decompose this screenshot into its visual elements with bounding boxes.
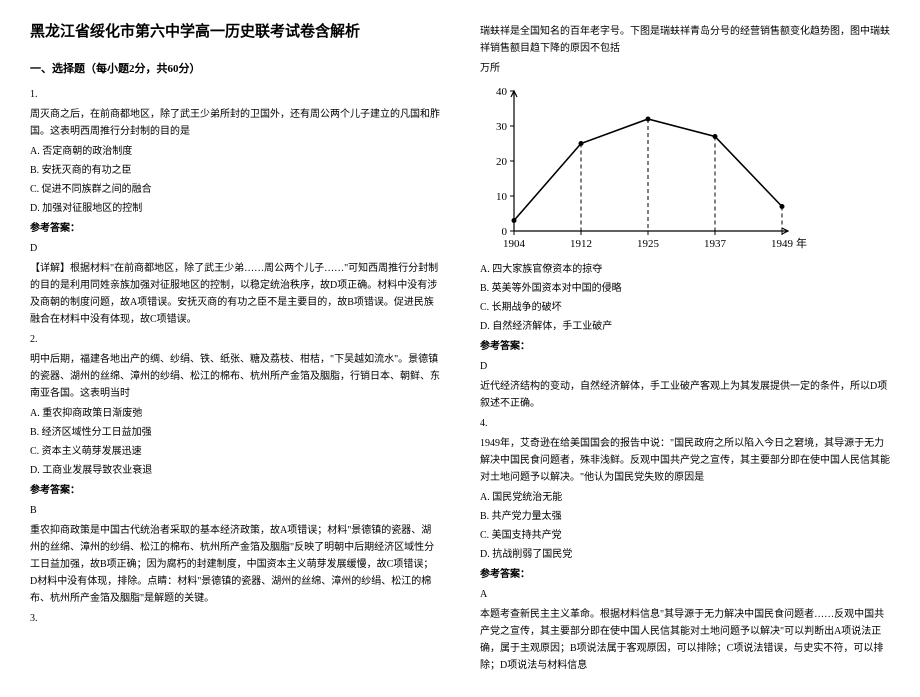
svg-text:1937: 1937 [704, 238, 727, 250]
svg-text:年: 年 [796, 236, 807, 250]
q3-stem: 瑞蚨祥是全国知名的百年老字号。下图是瑞蚨祥青岛分号的经营销售额变化趋势图，图中瑞… [480, 23, 890, 57]
q2-opt-a: A. 重农抑商政策日渐废弛 [30, 405, 440, 422]
svg-text:40: 40 [496, 86, 508, 98]
q4-opt-c: C. 美国支持共产党 [480, 527, 890, 544]
q4-stem: 1949年，艾奇逊在给美国国会的报告中说："国民政府之所以陷入今日之窘境，其导源… [480, 435, 890, 486]
q3-opt-d: D. 自然经济解体，手工业破产 [480, 318, 890, 335]
svg-text:0: 0 [502, 226, 508, 238]
q4-opt-b: B. 共产党力量太强 [480, 508, 890, 525]
svg-text:1904: 1904 [503, 238, 526, 250]
q3-answer-label: 参考答案： [480, 338, 890, 355]
q4-answer-label: 参考答案： [480, 566, 890, 583]
q2-opt-d: D. 工商业发展导致农业衰退 [30, 462, 440, 479]
q1-answer: D [30, 240, 440, 257]
q2-answer-label: 参考答案： [30, 482, 440, 499]
sales-chart: 0 10 20 30 40 1904 1912 1925 1937 1949年 [480, 83, 890, 253]
q4-opt-a: A. 国民党统治无能 [480, 489, 890, 506]
q2-explanation: 重农抑商政策是中国古代统治者采取的基本经济政策，故A项错误；材料"景德镇的瓷器、… [30, 522, 440, 607]
chart-svg: 0 10 20 30 40 1904 1912 1925 1937 1949年 [480, 83, 810, 253]
q3-opt-c: C. 长期战争的破坏 [480, 299, 890, 316]
doc-title: 黑龙江省绥化市第六中学高一历史联考试卷含解析 [30, 20, 440, 46]
q3-opt-b: B. 英美等外国资本对中国的侵略 [480, 280, 890, 297]
q1-opt-a: A. 否定商朝的政治制度 [30, 143, 440, 160]
left-column: 黑龙江省绥化市第六中学高一历史联考试卷含解析 一、选择题（每小题2分，共60分）… [30, 20, 440, 677]
q1-answer-label: 参考答案： [30, 220, 440, 237]
svg-text:20: 20 [496, 156, 508, 168]
svg-text:10: 10 [496, 191, 508, 203]
q4-opt-d: D. 抗战削弱了国民党 [480, 546, 890, 563]
q4-answer: A [480, 586, 890, 603]
q2-answer: B [30, 502, 440, 519]
svg-text:1925: 1925 [637, 238, 660, 250]
q1-opt-b: B. 安抚灭商的有功之臣 [30, 162, 440, 179]
q4-explanation: 本题考查新民主主义革命。根据材料信息"其导源于无力解决中国民食问题者……反观中国… [480, 606, 890, 674]
svg-text:1912: 1912 [570, 238, 592, 250]
chart-y-label: 万所 [480, 60, 890, 77]
q2-stem: 明中后期，福建各地出产的绸、纱绢、铁、纸张、糖及荔枝、柑桔，"下吴越如流水"。景… [30, 351, 440, 402]
q3-post: 近代经济结构的变动，自然经济解体，手工业破产客观上为其发展提供一定的条件，所以D… [480, 378, 890, 412]
q3-number: 3. [30, 610, 440, 627]
q1-opt-c: C. 促进不同族群之间的融合 [30, 181, 440, 198]
q2-number: 2. [30, 331, 440, 348]
q3-answer: D [480, 358, 890, 375]
q1-explanation: 【详解】根据材料"在前商都地区，除了武王少弟……周公两个儿子……"可知西周推行分… [30, 260, 440, 328]
svg-text:30: 30 [496, 121, 508, 133]
svg-text:1949: 1949 [771, 238, 794, 250]
section-heading: 一、选择题（每小题2分，共60分） [30, 60, 440, 79]
q1-number: 1. [30, 86, 440, 103]
q2-opt-b: B. 经济区域性分工日益加强 [30, 424, 440, 441]
q1-stem: 周灭商之后，在前商都地区，除了武王少弟所封的卫国外，还有周公两个儿子建立的凡国和… [30, 106, 440, 140]
q1-opt-d: D. 加强对征服地区的控制 [30, 200, 440, 217]
q4-number: 4. [480, 415, 890, 432]
right-column: 瑞蚨祥是全国知名的百年老字号。下图是瑞蚨祥青岛分号的经营销售额变化趋势图，图中瑞… [480, 20, 890, 677]
q2-opt-c: C. 资本主义萌芽发展迅速 [30, 443, 440, 460]
q3-opt-a: A. 四大家族官僚资本的掠夺 [480, 261, 890, 278]
